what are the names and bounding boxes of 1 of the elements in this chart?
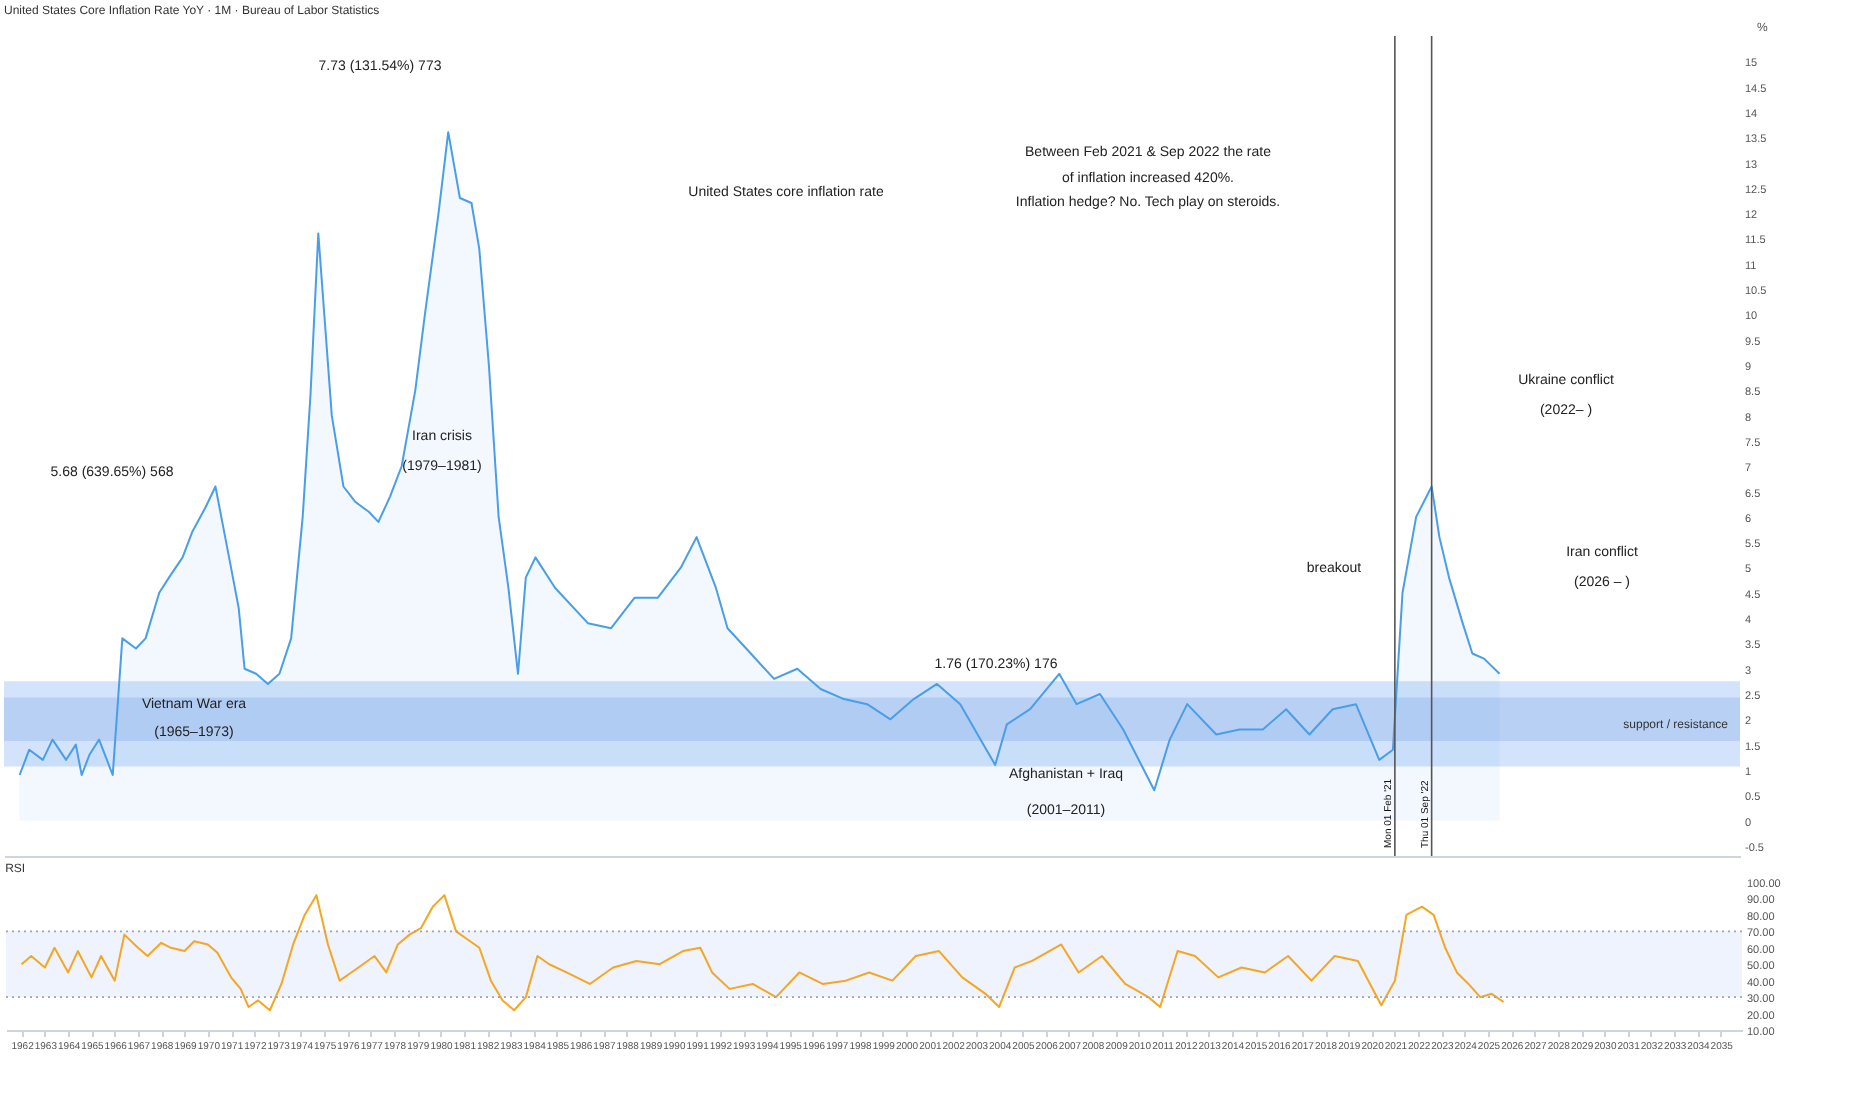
line-series bbox=[20, 894, 1505, 1012]
